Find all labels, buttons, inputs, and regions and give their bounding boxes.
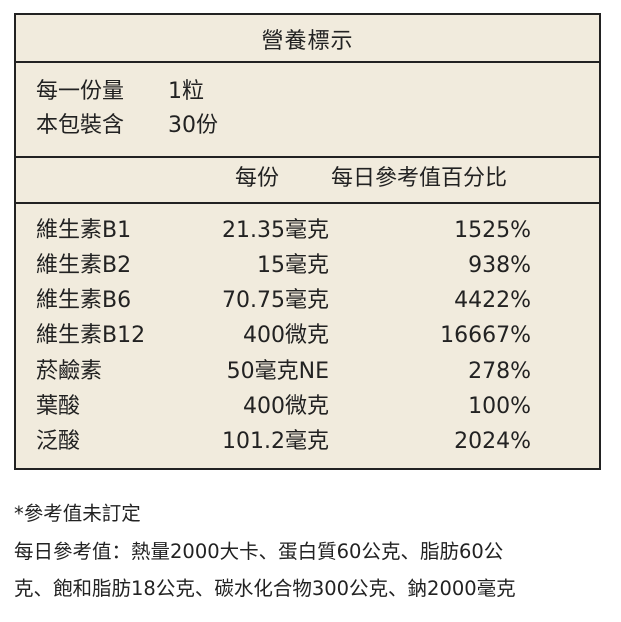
nutrient-row: 菸鹼素 50毫克NE 278%	[16, 354, 599, 389]
nutrient-name: 維生素B2	[36, 253, 132, 278]
nutrient-row: 葉酸 400微克 100%	[16, 389, 599, 424]
nutrient-percent: 1525%	[454, 218, 531, 243]
nutrient-percent: 16667%	[440, 323, 531, 348]
serving-size-label: 每一份量	[36, 79, 125, 104]
nutrient-name: 維生素B1	[36, 218, 132, 243]
nutrient-row: 維生素B12 400微克 16667%	[16, 318, 599, 353]
nutrient-percent: 2024%	[454, 429, 531, 454]
nutrition-title: 營養標示	[261, 29, 354, 54]
nutrient-amount: 21.35毫克	[222, 218, 329, 243]
serving-size-row: 每一份量 1粒	[36, 77, 204, 107]
nutrient-row: 維生素B1 21.35毫克 1525%	[16, 213, 599, 248]
per-serving-header: 每份	[235, 166, 280, 191]
nutrient-percent: 278%	[468, 359, 531, 384]
nutrient-percent: 100%	[468, 394, 531, 419]
nutrition-facts-panel: 營養標示 每一份量 1粒 本包裝含 30份 每份 每日參考值百分比 維生素B1 21…	[14, 13, 601, 470]
divider	[16, 202, 599, 204]
nutrient-percent: 4422%	[454, 288, 531, 313]
nutrient-row: 維生素B2 15毫克 938%	[16, 248, 599, 283]
nutrient-name: 維生素B6	[36, 288, 132, 313]
nutrient-row: 泛酸 101.2毫克 2024%	[16, 424, 599, 459]
nutrient-percent: 938%	[468, 253, 531, 278]
nutrient-amount: 15毫克	[257, 253, 329, 278]
daily-value-header: 每日參考值百分比	[331, 166, 508, 191]
nutrient-amount: 101.2毫克	[222, 429, 329, 454]
footnote-not-established: *參考值未訂定	[14, 502, 141, 525]
divider	[16, 61, 599, 63]
footnote-daily-reference-line-2: 克、飽和脂肪18公克、碳水化合物300公克、鈉2000毫克	[14, 577, 516, 600]
servings-per-package-value: 30份	[168, 113, 218, 138]
nutrient-name: 菸鹼素	[36, 359, 103, 384]
nutrient-name: 葉酸	[36, 394, 81, 419]
nutrient-amount: 70.75毫克	[222, 288, 329, 313]
nutrient-amount: 400微克	[243, 394, 329, 419]
nutrient-amount: 50毫克NE	[226, 359, 329, 384]
nutrient-name: 泛酸	[36, 429, 81, 454]
serving-size-value: 1粒	[168, 79, 204, 104]
divider	[16, 156, 599, 158]
nutrient-name: 維生素B12	[36, 323, 146, 348]
nutrient-row: 維生素B6 70.75毫克 4422%	[16, 283, 599, 318]
nutrient-amount: 400微克	[243, 323, 329, 348]
servings-per-package-label: 本包裝含	[36, 113, 125, 138]
servings-per-package-row: 本包裝含 30份	[36, 111, 218, 141]
footnote-daily-reference-line-1: 每日參考值：熱量2000大卡、蛋白質60公克、脂肪60公	[14, 540, 504, 563]
